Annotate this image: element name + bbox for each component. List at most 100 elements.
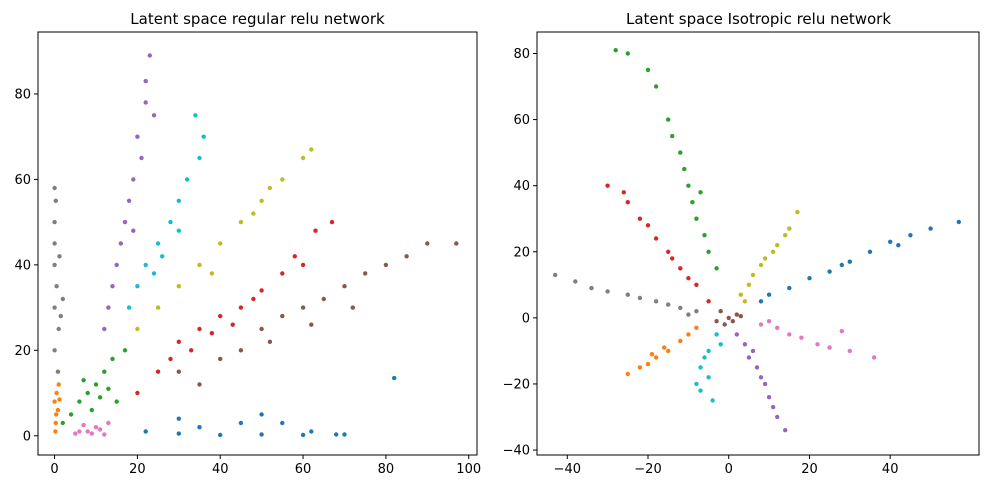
left-point-s5-13 xyxy=(267,339,273,344)
right-point-s2-8 xyxy=(702,233,707,238)
left-point-s9-6 xyxy=(184,177,190,182)
left-point-s2-3 xyxy=(102,369,107,374)
left-chart-points xyxy=(52,53,459,438)
right-point-s3-7 xyxy=(678,266,683,271)
left-point-s0-12 xyxy=(176,416,181,421)
right-point-s9-6 xyxy=(718,342,723,347)
left-point-s0-0 xyxy=(143,429,148,434)
right-point-s5-5 xyxy=(738,314,743,319)
left-point-s2-4 xyxy=(68,412,74,417)
right-point-s1-8 xyxy=(662,345,667,350)
left-point-s6-8 xyxy=(77,429,82,434)
left-point-s2-6 xyxy=(89,407,95,413)
left-x-tick-label-0: 0 xyxy=(50,462,58,477)
left-point-s6-1 xyxy=(85,429,90,434)
left-point-s4-7 xyxy=(126,198,132,203)
left-point-s8-5 xyxy=(280,177,285,182)
right-point-s3-4 xyxy=(625,200,630,205)
left-point-s1-5 xyxy=(53,429,58,434)
left-point-s3-3 xyxy=(280,271,285,276)
left-point-s7-8 xyxy=(58,313,63,319)
left-point-s1-2 xyxy=(55,407,61,413)
right-point-s7-2 xyxy=(637,295,643,301)
left-point-s3-2 xyxy=(238,305,244,310)
right-point-s3-1 xyxy=(686,276,691,281)
right-point-s4-9 xyxy=(770,404,776,410)
right-x-tick-label-2: 0 xyxy=(725,462,733,477)
right-point-s4-5 xyxy=(783,428,788,433)
left-point-s7-3 xyxy=(52,348,57,353)
left-point-s5-11 xyxy=(363,271,368,276)
left-point-s2-7 xyxy=(97,395,103,400)
right-point-s2-13 xyxy=(613,48,618,53)
left-point-s7-0 xyxy=(52,305,57,310)
left-point-s8-1 xyxy=(218,241,223,246)
left-point-s9-4 xyxy=(143,262,148,268)
left-point-s5-15 xyxy=(197,382,202,387)
left-point-s2-11 xyxy=(106,386,111,391)
left-point-s0-4 xyxy=(300,432,306,438)
left-point-s9-12 xyxy=(151,271,157,276)
right-point-s0-10 xyxy=(758,299,764,304)
right-point-s2-3 xyxy=(678,150,683,155)
left-point-s3-6 xyxy=(259,288,264,293)
left-point-s5-0 xyxy=(218,356,223,362)
left-point-s8-8 xyxy=(309,147,314,152)
left-point-s6-7 xyxy=(106,420,111,426)
right-point-s5-6 xyxy=(714,319,719,324)
left-point-s5-4 xyxy=(383,262,389,268)
right-x-tick-label-3: 20 xyxy=(801,462,818,477)
left-point-s5-8 xyxy=(238,348,244,353)
right-point-s2-2 xyxy=(686,183,691,188)
right-x-tick-label-4: 40 xyxy=(882,462,899,477)
left-point-s8-7 xyxy=(300,155,306,161)
right-point-s3-3 xyxy=(645,223,651,228)
right-point-s8-10 xyxy=(742,299,748,304)
left-point-s5-12 xyxy=(404,254,409,259)
right-point-s5-0 xyxy=(726,315,731,321)
right-point-s4-7 xyxy=(754,365,760,370)
right-point-s2-1 xyxy=(694,216,699,221)
right-point-s1-5 xyxy=(653,355,659,360)
left-point-s3-4 xyxy=(176,339,181,344)
left-point-s5-6 xyxy=(454,241,459,246)
left-point-s3-16 xyxy=(168,356,173,362)
right-point-s7-8 xyxy=(625,292,630,297)
right-point-s4-6 xyxy=(742,342,748,347)
right-point-s9-4 xyxy=(710,398,715,403)
right-point-s5-4 xyxy=(722,322,727,327)
left-point-s5-14 xyxy=(309,322,314,327)
left-point-s1-1 xyxy=(54,390,59,396)
left-point-s8-2 xyxy=(259,198,264,203)
right-point-s2-11 xyxy=(714,266,719,271)
right-point-s6-1 xyxy=(787,332,792,337)
left-point-s1-0 xyxy=(52,399,57,404)
right-point-s3-0 xyxy=(706,299,711,304)
left-point-s5-1 xyxy=(259,326,264,332)
left-point-s4-2 xyxy=(131,177,136,182)
right-point-s9-5 xyxy=(702,355,707,360)
left-point-s7-4 xyxy=(52,185,57,191)
left-point-s9-0 xyxy=(135,284,140,289)
left-point-s9-8 xyxy=(126,305,132,310)
left-y-tick-label-3: 60 xyxy=(14,173,31,188)
left-point-s6-3 xyxy=(102,432,107,437)
left-point-s6-4 xyxy=(81,422,86,428)
right-point-s1-4 xyxy=(678,338,683,344)
right-point-s8-4 xyxy=(787,226,792,231)
right-point-s3-9 xyxy=(637,216,643,221)
left-point-s8-11 xyxy=(209,271,215,276)
left-point-s5-9 xyxy=(280,313,285,319)
left-point-s9-3 xyxy=(197,155,202,161)
right-point-s9-3 xyxy=(694,381,699,387)
right-point-s8-9 xyxy=(783,233,788,238)
left-point-s6-0 xyxy=(73,431,78,436)
right-point-s7-10 xyxy=(686,312,691,317)
right-point-s4-0 xyxy=(734,332,739,337)
left-point-s9-1 xyxy=(155,241,161,246)
right-point-s8-5 xyxy=(795,209,800,215)
left-point-s3-0 xyxy=(155,369,161,374)
left-x-tick-label-5: 100 xyxy=(456,462,481,477)
left-point-s4-12 xyxy=(102,326,107,332)
